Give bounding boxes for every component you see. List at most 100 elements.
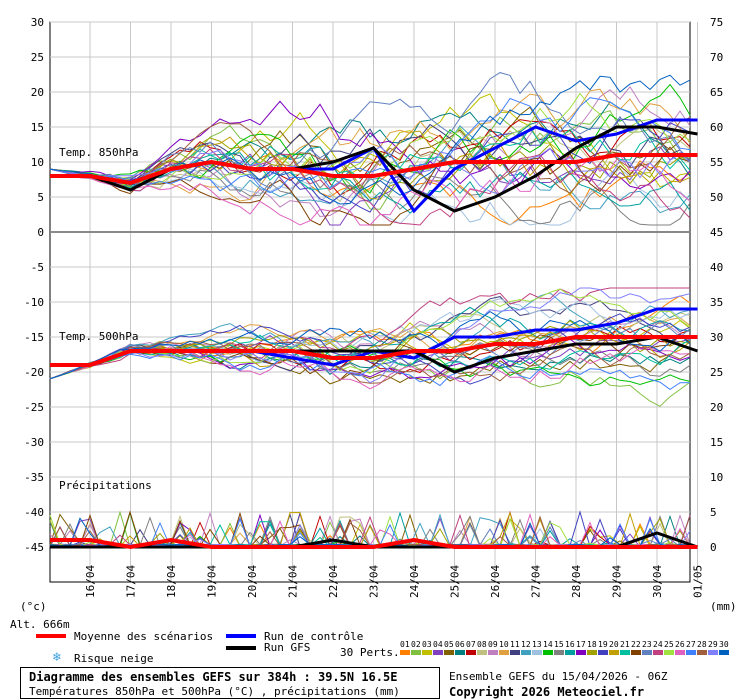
series-t850-line <box>50 125 698 213</box>
pert-number-label: 10 <box>499 640 509 649</box>
member-t500-line <box>49 341 691 384</box>
left-tick-label: -40 <box>24 506 44 519</box>
pert-color-swatch <box>642 650 652 655</box>
pert-number-label: 19 <box>598 640 608 649</box>
pert-number-label: 24 <box>653 640 663 649</box>
right-tick-label-top: 50 <box>710 191 723 204</box>
member-t500-line <box>49 292 691 380</box>
main-series <box>50 118 698 550</box>
right-unit-label: (mm) <box>710 600 737 613</box>
left-tick-label: 5 <box>37 191 44 204</box>
footer-info-box: Diagramme des ensembles GEFS sur 384h : … <box>20 667 440 699</box>
left-tick-label: -15 <box>24 331 44 344</box>
pert-number-label: 29 <box>708 640 718 649</box>
left-tick-label: -5 <box>31 261 44 274</box>
pert-number-label: 28 <box>697 640 707 649</box>
pert-number-label: 13 <box>532 640 542 649</box>
series-t850-line <box>50 153 698 186</box>
x-tick-label: 16/04 <box>84 565 97 598</box>
pert-number-label: 23 <box>642 640 652 649</box>
pert-number-label: 14 <box>543 640 553 649</box>
pert-number-label: 12 <box>521 640 531 649</box>
pert-color-swatch <box>466 650 476 655</box>
member-t850-line <box>49 119 691 196</box>
member-t850-line <box>49 117 691 194</box>
pert-color-swatch <box>411 650 421 655</box>
pert-color-swatch <box>598 650 608 655</box>
member-t850-line <box>49 88 691 202</box>
member-t850-line <box>49 83 691 194</box>
left-tick-label: -10 <box>24 296 44 309</box>
right-tick-label-bottom: 35 <box>710 296 723 309</box>
right-tick-label-top: 65 <box>710 86 723 99</box>
right-tick-label-top: 60 <box>710 121 723 134</box>
left-tick-label: -30 <box>24 436 44 449</box>
pert-color-swatch <box>499 650 509 655</box>
legend-mean-label: Moyenne des scénarios <box>74 630 214 643</box>
member-t500-line <box>49 349 691 391</box>
x-tick-label: 19/04 <box>206 565 219 598</box>
pert-color-swatch <box>422 650 432 655</box>
pert-color-swatch <box>521 650 531 655</box>
x-tick-label: 27/04 <box>530 565 543 598</box>
member-t850-line <box>49 125 691 214</box>
pert-color-swatch <box>708 650 718 655</box>
pert-number-label: 05 <box>444 640 454 649</box>
x-tick-label: 30/04 <box>651 565 664 598</box>
member-t850-line <box>49 100 691 190</box>
footer-title: Diagramme des ensembles GEFS sur 384h : … <box>29 670 398 684</box>
pert-number-label: 06 <box>455 640 465 649</box>
member-t850-line <box>49 153 691 226</box>
left-tick-label: 20 <box>31 86 44 99</box>
member-t500-line <box>49 310 691 380</box>
pert-number-label: 16 <box>565 640 575 649</box>
legend-perts-label: 30 Perts. <box>340 646 400 659</box>
x-tick-label: 26/04 <box>489 565 502 598</box>
left-tick-label: 30 <box>31 16 44 29</box>
left-tick-label: 15 <box>31 121 44 134</box>
pert-color-swatch <box>587 650 597 655</box>
right-tick-label-bottom: 10 <box>710 471 723 484</box>
snowflake-icon: ❄ <box>53 650 61 665</box>
legend-gfs-label: Run GFS <box>264 641 311 654</box>
right-tick-label-bottom: 30 <box>710 331 723 344</box>
pert-number-label: 18 <box>587 640 597 649</box>
legend-control-label: Run de contrôle <box>264 630 364 643</box>
pert-color-swatch <box>609 650 619 655</box>
pert-number-label: 30 <box>719 640 729 649</box>
pert-number-label: 07 <box>466 640 476 649</box>
member-t850-line <box>49 146 691 196</box>
pert-color-swatch <box>477 650 487 655</box>
legend-snow-label: Risque neige <box>74 652 154 665</box>
pert-color-swatch <box>697 650 707 655</box>
pert-number-label: 21 <box>620 640 630 649</box>
pert-number-label: 08 <box>477 640 487 649</box>
pert-number-label: 01 <box>400 640 410 649</box>
pert-number-label: 09 <box>488 640 498 649</box>
x-tick-label: 22/04 <box>327 565 340 598</box>
x-tick-label: 17/04 <box>125 565 138 598</box>
pert-color-swatch <box>686 650 696 655</box>
footer-copyright: Copyright 2026 Meteociel.fr <box>449 685 645 699</box>
series-t500-line <box>50 335 698 367</box>
pert-color-swatch <box>631 650 641 655</box>
pert-number-label: 27 <box>686 640 696 649</box>
left-tick-label: 0 <box>37 226 44 239</box>
left-tick-label: -25 <box>24 401 44 414</box>
x-tick-label: 20/04 <box>246 565 259 598</box>
right-tick-label-bottom: 40 <box>710 261 723 274</box>
x-tick-label: 25/04 <box>449 565 462 598</box>
pert-color-swatch <box>675 650 685 655</box>
chart-axes: 302520151050-5-10-15-20-25-30-35-40-4575… <box>24 16 723 598</box>
pert-color-swatch <box>488 650 498 655</box>
pert-color-swatch <box>653 650 663 655</box>
member-t850-line <box>49 137 691 200</box>
pert-color-swatch <box>455 650 465 655</box>
pert-number-label: 25 <box>664 640 674 649</box>
right-tick-label-bottom: 20 <box>710 401 723 414</box>
pert-color-swatch <box>433 650 443 655</box>
x-tick-label: 24/04 <box>408 565 421 598</box>
panel-label-precip: Précipitations <box>59 479 152 492</box>
series-precip-line <box>50 537 698 550</box>
